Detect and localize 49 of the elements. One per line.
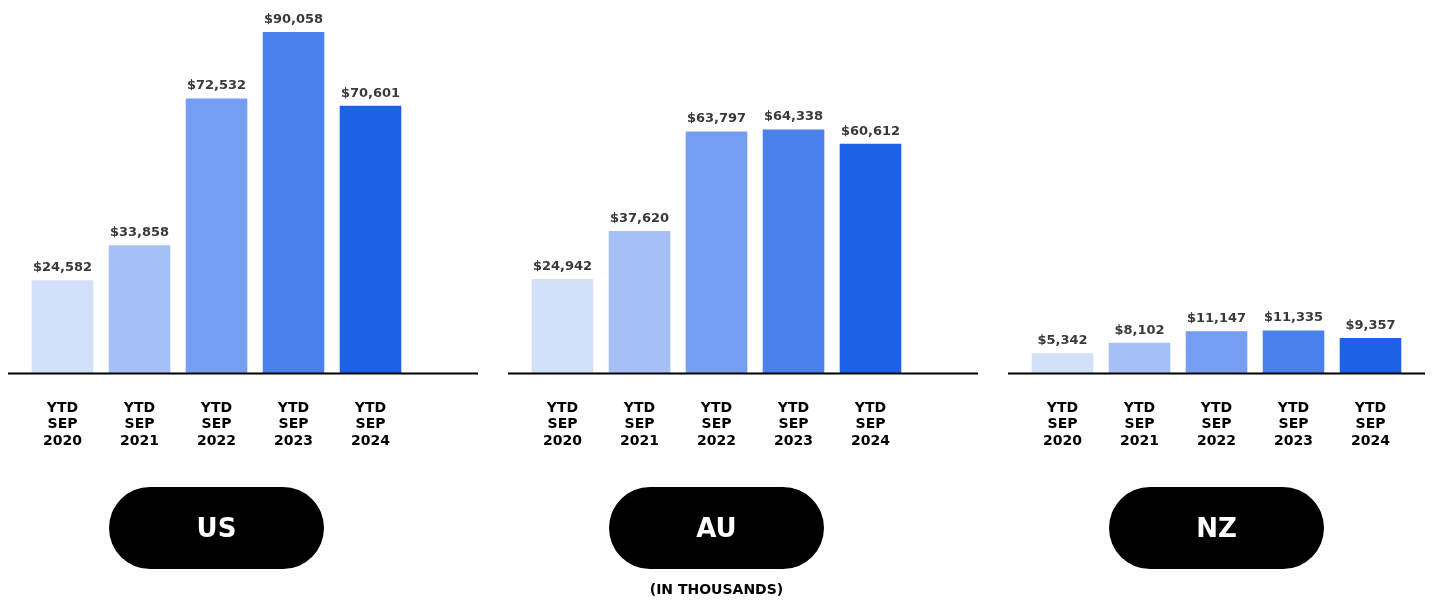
data-label: $63,797 (686, 110, 747, 126)
bar (1108, 342, 1171, 374)
bar (185, 98, 248, 374)
bar (608, 230, 671, 374)
bar (531, 278, 594, 374)
x-tick-label: YTD SEP 2022 (197, 398, 236, 449)
x-tick-label: YTD SEP 2020 (43, 398, 83, 449)
bar (685, 131, 748, 374)
data-label: $24,942 (532, 257, 593, 273)
bar (262, 32, 325, 374)
data-label: $24,582 (32, 259, 93, 275)
x-axis-title: NZ (1109, 487, 1324, 569)
x-tick-label: YTD SEP 2020 (543, 398, 583, 449)
bar (108, 245, 171, 374)
data-label: $8,102 (1114, 321, 1165, 337)
data-label: $90,058 (263, 10, 324, 26)
x-tick-label: YTD SEP 2023 (274, 398, 313, 449)
bar (1262, 330, 1325, 374)
data-label: $64,338 (763, 108, 824, 124)
data-label: $11,147 (1186, 310, 1247, 326)
x-tick-label: YTD SEP 2023 (774, 398, 813, 449)
bar (839, 143, 902, 374)
data-label: $37,620 (609, 209, 670, 225)
data-label: $60,612 (840, 122, 901, 138)
bar (1339, 338, 1402, 374)
x-tick-label: YTD SEP 2021 (620, 398, 659, 449)
data-label: $70,601 (340, 84, 401, 100)
data-label: $5,342 (1037, 332, 1088, 348)
bar (762, 129, 825, 374)
bar (1185, 331, 1248, 374)
bar (31, 280, 94, 374)
data-label: $9,357 (1345, 316, 1396, 332)
x-axis-title: AU (609, 487, 824, 569)
x-tick-label: YTD SEP 2024 (1351, 398, 1391, 449)
x-tick-label: YTD SEP 2021 (1120, 398, 1159, 449)
x-tick-label: YTD SEP 2024 (351, 398, 391, 449)
bar (1031, 353, 1094, 374)
data-label: $72,532 (186, 77, 247, 93)
bar (339, 105, 402, 374)
text: (IN THOUSANDS) (648, 581, 785, 597)
x-tick-label: YTD SEP 2024 (851, 398, 891, 449)
x-tick-label: YTD SEP 2023 (1274, 398, 1313, 449)
x-axis-title: US (109, 487, 324, 569)
x-tick-label: YTD SEP 2022 (697, 398, 736, 449)
data-label: $11,335 (1263, 309, 1324, 325)
x-tick-label: YTD SEP 2022 (1197, 398, 1236, 449)
x-tick-label: YTD SEP 2020 (1043, 398, 1083, 449)
x-tick-label: YTD SEP 2021 (120, 398, 159, 449)
data-label: $33,858 (109, 224, 170, 240)
